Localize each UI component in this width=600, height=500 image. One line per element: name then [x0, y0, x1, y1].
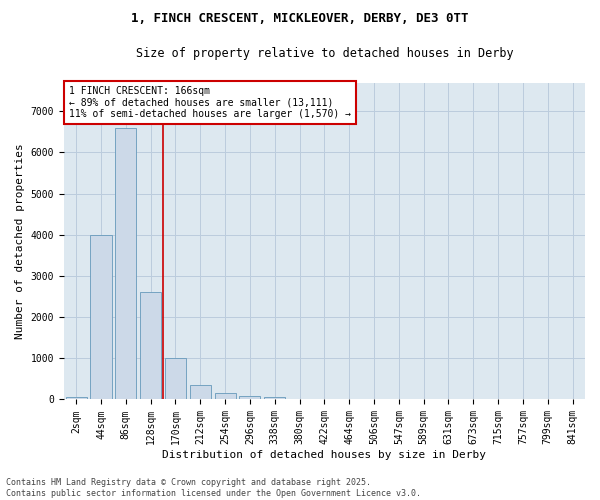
Text: 1, FINCH CRESCENT, MICKLEOVER, DERBY, DE3 0TT: 1, FINCH CRESCENT, MICKLEOVER, DERBY, DE…: [131, 12, 469, 26]
Bar: [65, 398, 87, 400]
Bar: [239, 396, 260, 400]
Bar: [91, 235, 112, 400]
Bar: [264, 397, 285, 400]
X-axis label: Distribution of detached houses by size in Derby: Distribution of detached houses by size …: [163, 450, 487, 460]
Text: 1 FINCH CRESCENT: 166sqm
← 89% of detached houses are smaller (13,111)
11% of se: 1 FINCH CRESCENT: 166sqm ← 89% of detach…: [69, 86, 351, 119]
Bar: [190, 385, 211, 400]
Title: Size of property relative to detached houses in Derby: Size of property relative to detached ho…: [136, 48, 513, 60]
Text: Contains HM Land Registry data © Crown copyright and database right 2025.
Contai: Contains HM Land Registry data © Crown c…: [6, 478, 421, 498]
Bar: [115, 128, 136, 400]
Bar: [165, 358, 186, 400]
Bar: [215, 394, 236, 400]
Y-axis label: Number of detached properties: Number of detached properties: [15, 143, 25, 339]
Bar: [140, 292, 161, 400]
